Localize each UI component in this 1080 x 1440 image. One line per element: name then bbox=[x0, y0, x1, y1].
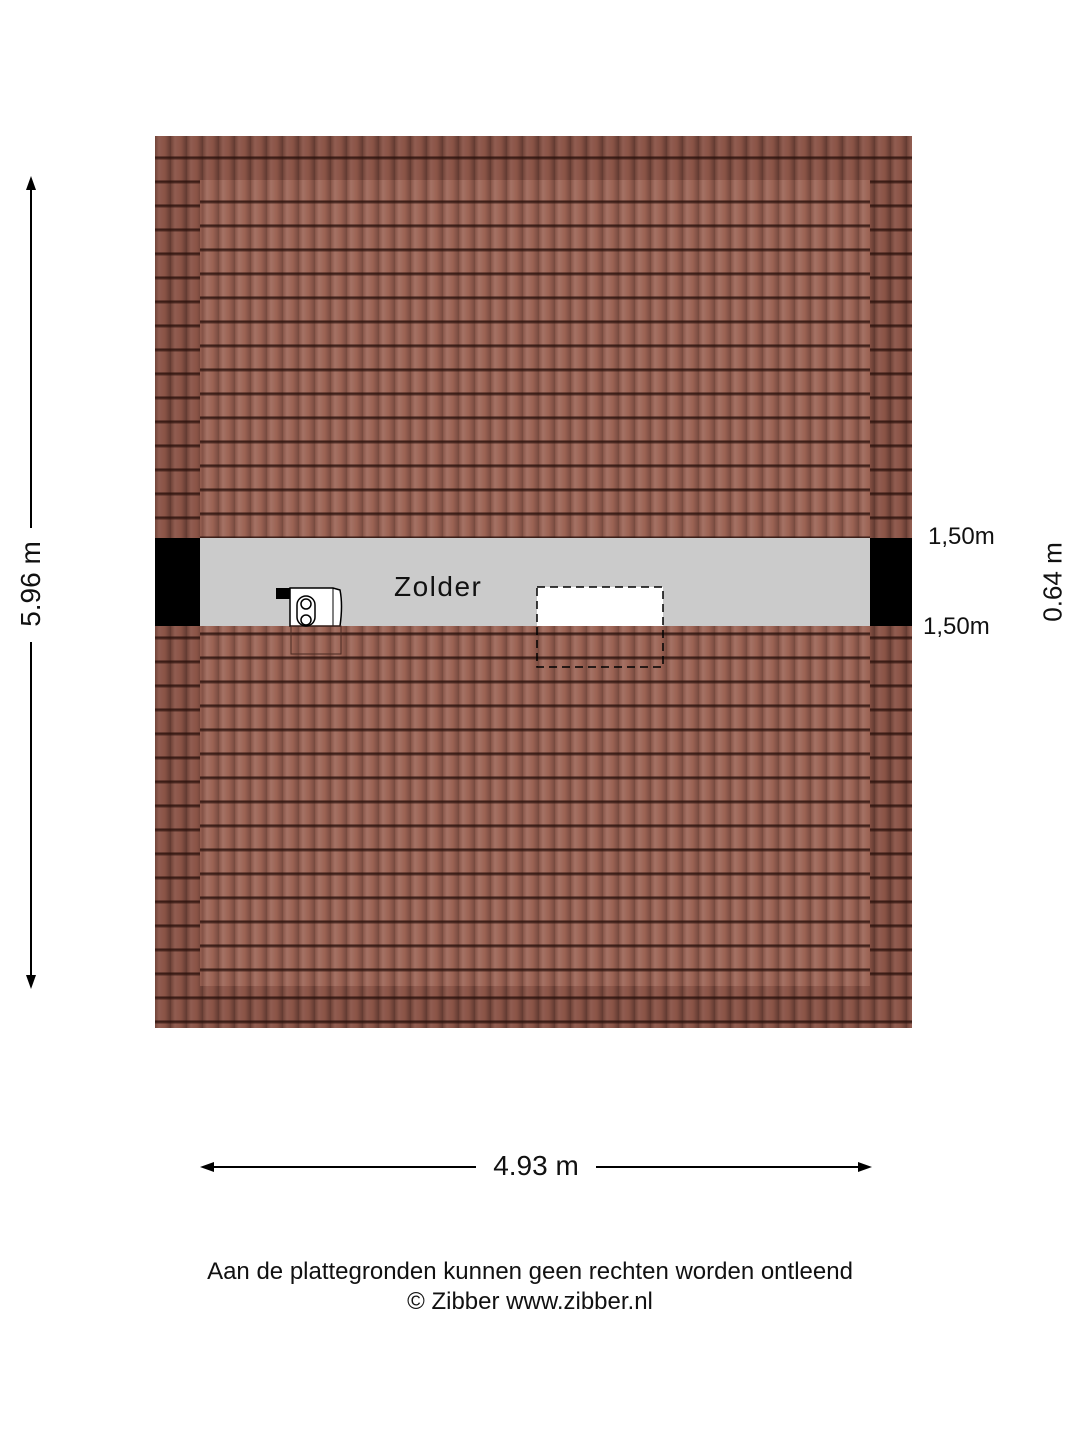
disclaimer-text: Aan de plattegronden kunnen geen rechten… bbox=[207, 1258, 853, 1285]
width-dimension-arrow bbox=[200, 1162, 872, 1172]
boiler-icon bbox=[276, 587, 343, 655]
height-dimension-arrow bbox=[26, 176, 36, 989]
wall-left bbox=[155, 538, 200, 626]
top-height-label: 1,50m bbox=[928, 523, 995, 550]
copyright-text: © Zibber www.zibber.nl bbox=[407, 1288, 653, 1315]
bottom-height-label: 1,50m bbox=[923, 613, 990, 640]
width-dimension-label: 4.93 m bbox=[493, 1150, 579, 1181]
roof-hatch-icon bbox=[536, 586, 664, 668]
room-label: Zolder bbox=[394, 571, 483, 602]
wall-right bbox=[870, 538, 912, 626]
band-depth-label: 0.64 m bbox=[1037, 542, 1068, 622]
height-dimension-label: 5.96 m bbox=[15, 541, 46, 627]
